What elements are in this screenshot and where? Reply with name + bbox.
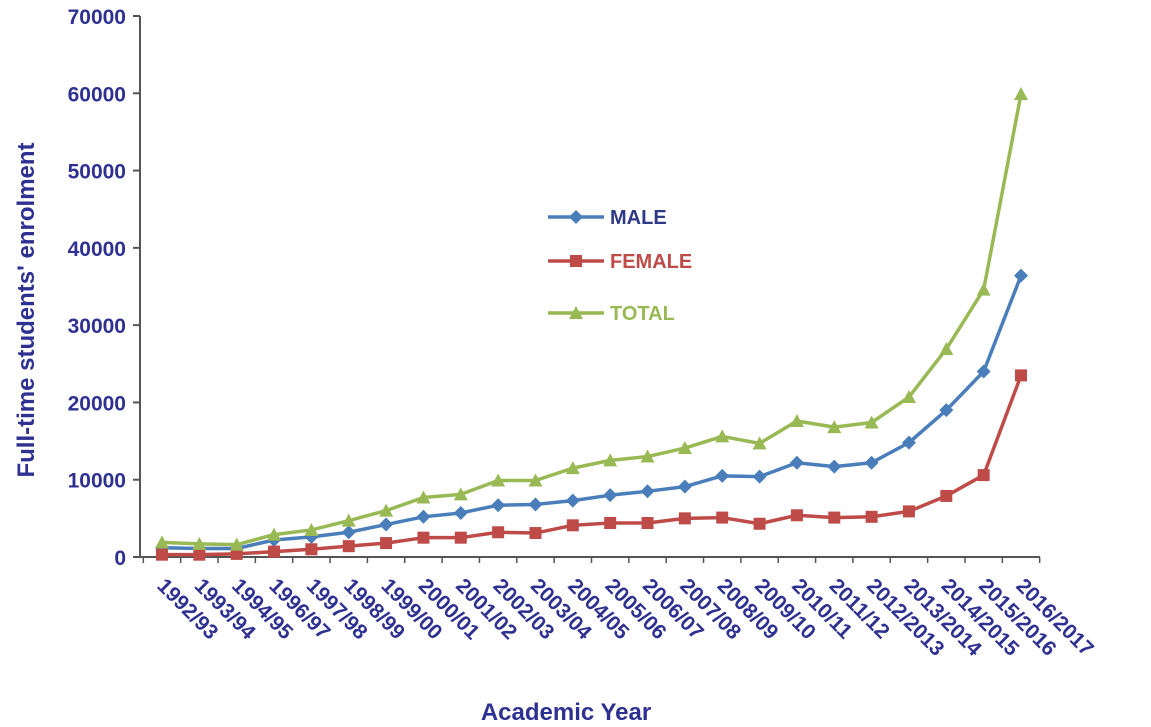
data-point-total: [603, 453, 618, 467]
data-point-male: [939, 403, 954, 418]
data-point-female: [566, 519, 579, 532]
data-point-total: [192, 536, 207, 550]
data-point-total: [976, 282, 991, 296]
data-point-female: [342, 540, 355, 553]
data-point-female: [902, 505, 915, 518]
data-point-male: [416, 509, 431, 524]
data-point-total: [341, 513, 356, 527]
data-point-female: [604, 516, 617, 529]
data-point-male: [640, 484, 655, 499]
data-point-female: [230, 547, 243, 560]
data-point-total: [640, 449, 655, 463]
data-point-total: [1014, 87, 1028, 101]
data-point-female: [753, 517, 766, 530]
y-tick-label: 10000: [68, 470, 126, 493]
series-line-total: [161, 93, 1023, 547]
data-point-total: [939, 342, 954, 356]
legend-label-female: FEMALE: [610, 251, 692, 273]
data-point-male: [677, 479, 692, 494]
data-point-male: [341, 525, 356, 540]
data-point-total: [379, 503, 394, 517]
data-point-total: [528, 473, 543, 487]
data-point-total: [864, 415, 879, 429]
series-line-male: [161, 275, 1023, 551]
data-point-female: [268, 545, 281, 558]
data-point-female: [193, 548, 206, 561]
plot-area: [155, 87, 1028, 561]
legend-label-total: TOTAL: [610, 303, 675, 325]
data-point-total: [677, 441, 692, 455]
series-line-female: [162, 374, 1023, 557]
y-axis-title: Full-time students' enrolment: [13, 142, 40, 477]
y-tick-label: 60000: [68, 83, 126, 106]
data-point-female: [417, 531, 430, 544]
data-point-male: [565, 493, 580, 508]
x-axis-ticks: 1992/931993/941994/951996/971997/981998/…: [142, 557, 1098, 661]
legend-label-male: MALE: [610, 207, 667, 229]
data-point-total: [416, 490, 431, 504]
data-point-female: [716, 511, 729, 524]
y-axis-ticks: 0 10000 20000 30000 40000 50000 60000 70000: [68, 6, 140, 570]
data-point-total: [491, 473, 506, 487]
axes: [139, 16, 1040, 558]
data-point-total: [304, 522, 319, 536]
data-point-total: [155, 535, 169, 549]
data-point-female: [305, 543, 318, 556]
data-point-male: [379, 517, 394, 532]
data-point-male: [1014, 268, 1028, 283]
data-point-female: [641, 516, 654, 529]
data-point-female: [977, 469, 990, 482]
data-point-female: [380, 537, 393, 550]
data-point-total: [752, 436, 767, 450]
series-female: [156, 369, 1027, 561]
y-tick-label: 30000: [68, 315, 126, 338]
legend: MALE FEMALE TOTAL: [548, 207, 692, 325]
data-point-female: [790, 509, 803, 522]
data-point-male: [453, 505, 468, 520]
data-point-female: [940, 489, 953, 502]
legend-marker-male: [569, 210, 583, 224]
data-point-female: [678, 512, 691, 525]
data-point-female: [156, 548, 168, 561]
y-tick-label: 0: [114, 547, 126, 570]
data-point-total: [901, 390, 916, 404]
y-tick-label: 20000: [68, 392, 126, 415]
data-point-total: [453, 487, 468, 501]
series-total: [155, 87, 1028, 551]
legend-marker-total: [569, 306, 583, 319]
data-point-total: [565, 461, 580, 475]
data-point-total: [267, 527, 282, 541]
data-point-male: [715, 468, 730, 483]
data-point-male: [528, 497, 543, 512]
y-tick-label: 50000: [68, 161, 126, 184]
data-point-male: [827, 459, 842, 474]
legend-marker-female: [570, 255, 582, 267]
series-male: [155, 268, 1028, 556]
data-point-female: [529, 527, 542, 540]
data-point-male: [789, 455, 804, 470]
data-point-female: [865, 510, 878, 523]
y-tick-label: 40000: [68, 238, 126, 261]
data-point-male: [491, 498, 506, 513]
data-point-female: [492, 526, 505, 539]
data-point-male: [603, 488, 618, 503]
data-point-male: [864, 455, 879, 470]
data-point-male: [752, 469, 767, 484]
data-point-total: [789, 413, 804, 427]
x-axis-title: Academic Year: [481, 699, 651, 726]
data-point-female: [1015, 369, 1027, 382]
data-point-female: [828, 511, 841, 524]
data-point-male: [901, 435, 916, 450]
data-point-total: [827, 420, 842, 434]
data-point-total: [715, 429, 730, 443]
y-tick-label: 70000: [68, 6, 126, 29]
data-point-female: [454, 531, 467, 544]
data-point-total: [229, 537, 244, 551]
data-point-male: [976, 364, 991, 379]
